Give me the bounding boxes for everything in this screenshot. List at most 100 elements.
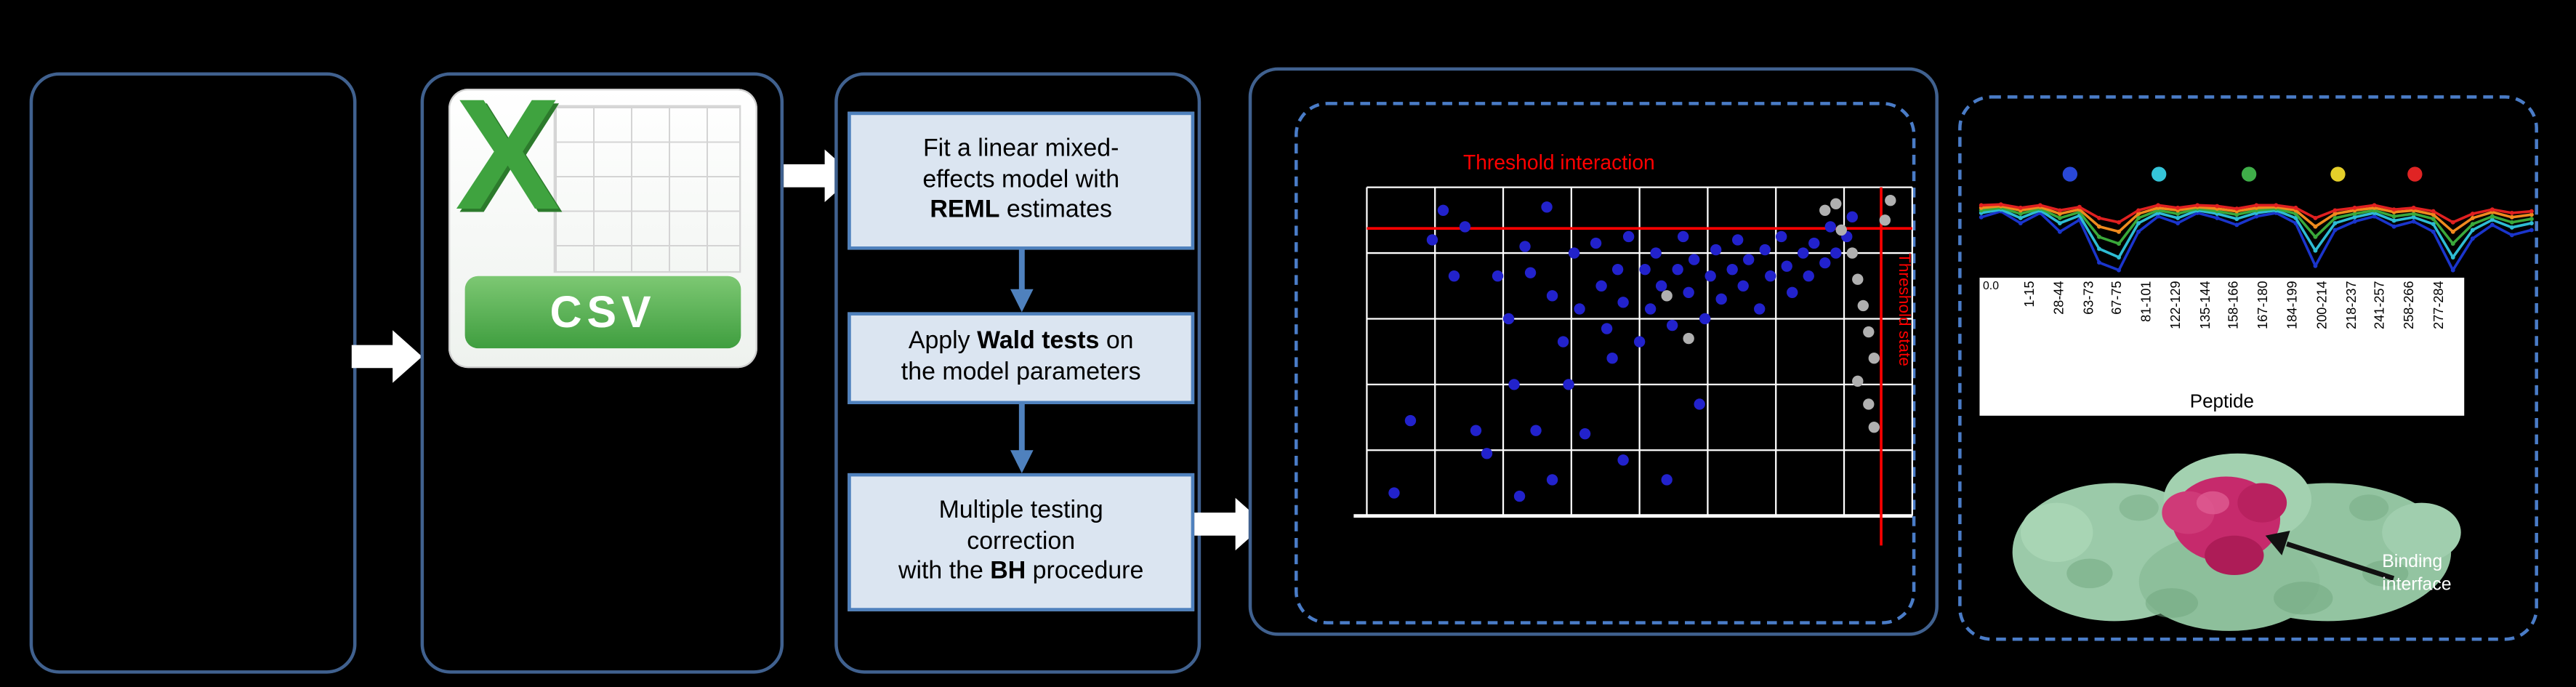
series-marker (2529, 209, 2534, 214)
threshold-interaction-label: Threshold interaction (1462, 150, 1655, 174)
series-marker (2431, 212, 2436, 217)
scatter-point (1606, 353, 1618, 364)
scatter-point (1846, 211, 1858, 223)
series-marker (2391, 214, 2396, 219)
scatter-point (1568, 247, 1580, 259)
series-marker (2411, 205, 2416, 210)
annotation-arrowhead (2265, 531, 2290, 555)
scatter-point (1683, 286, 1694, 298)
series-marker (2529, 212, 2534, 217)
flow-arrow-icon (1194, 497, 1265, 551)
scatter-point (1557, 336, 1569, 347)
series-marker (2352, 219, 2357, 224)
series-marker (2234, 212, 2239, 217)
series-marker (1998, 202, 2003, 207)
scatter-point (1879, 214, 1891, 226)
series-marker (2136, 212, 2141, 217)
series-marker (2529, 221, 2534, 225)
step-text: Fit a linear mixed- effects model with R… (922, 134, 1120, 225)
peptide-tick-text: 63-73 (2080, 281, 2096, 315)
series-marker (2136, 229, 2141, 234)
series-marker (2470, 216, 2475, 220)
series-marker (2411, 219, 2416, 224)
scatter-point (1492, 270, 1504, 282)
scatter-point (1519, 241, 1531, 252)
series-marker (2333, 228, 2338, 233)
series-marker (2450, 255, 2455, 260)
series-marker (2037, 203, 2042, 208)
scatter-point (1830, 198, 1842, 209)
series-marker (2117, 241, 2121, 246)
series-marker (2431, 229, 2436, 234)
series-marker (2097, 216, 2101, 220)
scatter-point (1726, 263, 1738, 276)
binding-interface-label: Binding interface (2382, 552, 2452, 595)
series-marker (2431, 217, 2436, 222)
csv-label: CSV (550, 286, 656, 337)
scatter-point (1710, 244, 1722, 256)
series-marker (2215, 204, 2220, 209)
peptide-tick-label: 241-257 (2373, 281, 2390, 379)
series-marker (2117, 268, 2121, 273)
peptide-tick-text: 241-257 (2372, 281, 2388, 329)
scatter-point (1852, 375, 1864, 387)
scatter-point (1661, 290, 1673, 302)
scatter-point (1530, 425, 1542, 436)
peptide-tick-label: 167-180 (2256, 281, 2273, 379)
condition-dot (2062, 166, 2078, 182)
scatter-point (1661, 474, 1673, 486)
scatter-point (1404, 414, 1417, 427)
series-marker (2057, 208, 2062, 213)
series-marker (2018, 212, 2023, 217)
scatter-point (1759, 244, 1771, 256)
peptide-tick-label: 122-129 (2168, 281, 2185, 379)
series-marker (2057, 221, 2062, 225)
scatter-point (1754, 303, 1766, 315)
series-marker (2254, 214, 2259, 219)
scatter-point (1846, 247, 1858, 259)
peptide-tick-label: 184-199 (2285, 281, 2302, 379)
scatter-point (1737, 280, 1749, 292)
threshold-state-label: Threshold state (1896, 253, 1914, 366)
series-marker (2490, 214, 2495, 219)
results-scatter-panel: Threshold interaction Threshold state (1248, 67, 1939, 636)
peptide-tick-text: 81-101 (2138, 281, 2154, 322)
scatter-point (1546, 290, 1558, 302)
step-text: Multiple testing correction with the BH … (898, 496, 1144, 586)
peptide-axis-panel: 0.0 1-15 28-44 63-73 67-75 81-101 122-129 135-… (1979, 277, 2465, 416)
series-marker (2391, 224, 2396, 229)
series-marker (2509, 214, 2514, 220)
series-marker (2018, 221, 2023, 225)
series-marker (2490, 222, 2495, 228)
step-text: Apply Wald tests on the model parameters (901, 327, 1141, 387)
series-marker (2529, 228, 2534, 233)
peptide-tick-text: 200-214 (2314, 281, 2330, 329)
scatter-point (1590, 237, 1602, 249)
series-marker (2411, 214, 2416, 220)
series-marker (2313, 248, 2318, 253)
series-marker (2509, 225, 2514, 230)
scatter-point (1655, 280, 1667, 292)
series-marker (2333, 212, 2338, 217)
scatter-point (1803, 270, 1814, 282)
series-marker (2097, 234, 2101, 239)
peptide-axis-title: Peptide (2189, 393, 2254, 413)
series-marker (2156, 203, 2161, 208)
input-panel (29, 72, 357, 674)
series-marker (2234, 206, 2239, 211)
series-marker (2215, 216, 2220, 220)
series-marker (2175, 216, 2181, 220)
scatter-point (1852, 273, 1864, 285)
series-marker (2117, 220, 2121, 225)
peptide-tick-text: 167-180 (2255, 281, 2271, 329)
csv-file-icon: X CSV (448, 68, 757, 369)
series-marker (2313, 224, 2318, 229)
scatter-point (1563, 379, 1574, 390)
series-marker (2450, 268, 2455, 273)
scatter-point (1830, 247, 1842, 259)
scatter-point (1819, 204, 1831, 216)
scatter-point (1776, 230, 1787, 243)
peptide-tick-text: 67-75 (2109, 281, 2125, 315)
condition-dot (2241, 166, 2257, 182)
